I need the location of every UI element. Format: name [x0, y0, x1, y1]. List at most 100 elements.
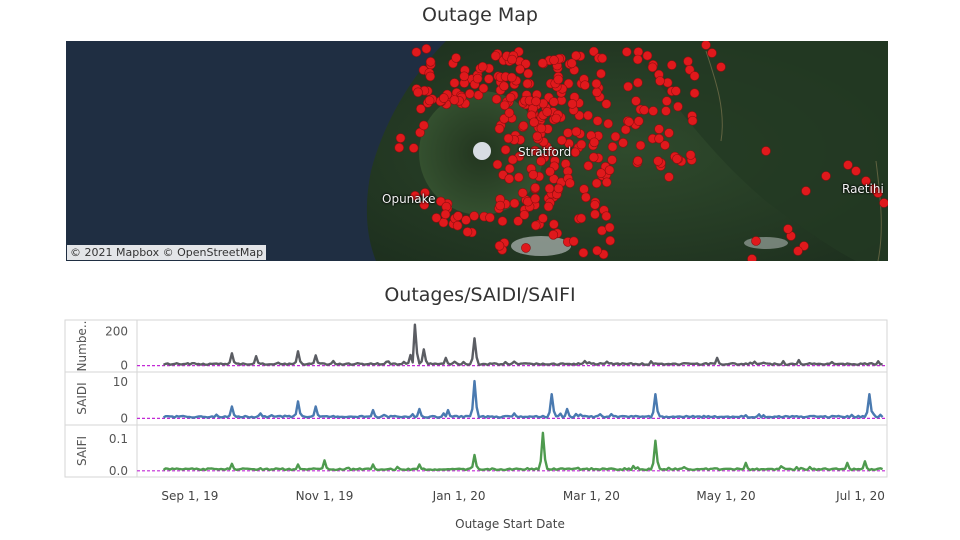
- outage-marker: [522, 78, 533, 89]
- outage-marker: [461, 215, 471, 225]
- outage-marker: [549, 55, 559, 65]
- outage-marker: [761, 146, 771, 156]
- outage-marker: [395, 133, 406, 143]
- outage-marker: [424, 95, 435, 106]
- data-point: [473, 336, 477, 340]
- outage-marker: [517, 188, 528, 198]
- outage-marker: [504, 108, 515, 118]
- road: [705, 50, 723, 142]
- outage-marker: [504, 174, 515, 184]
- outage-marker: [687, 115, 698, 126]
- outage-marker: [563, 78, 574, 89]
- outage-marker: [431, 213, 442, 223]
- outage-marker: [603, 118, 614, 129]
- map-canvas[interactable]: [66, 41, 888, 261]
- outage-marker: [597, 53, 608, 64]
- outage-marker: [610, 131, 621, 142]
- outage-marker: [478, 83, 489, 94]
- y-tick-label: 0: [120, 411, 128, 425]
- outage-marker: [576, 213, 587, 224]
- data-point: [876, 359, 880, 363]
- outage-marker: [490, 51, 501, 61]
- cloud: [511, 236, 571, 256]
- outage-map[interactable]: Stratford Opunake Raetihi © 2021 Mapbox …: [66, 41, 888, 261]
- map-label-stratford: Stratford: [518, 145, 572, 159]
- data-point: [230, 405, 234, 409]
- outage-marker: [633, 156, 643, 166]
- data-point: [473, 379, 477, 383]
- outage-marker: [549, 219, 559, 230]
- outage-marker: [843, 160, 853, 170]
- outage-marker: [515, 64, 525, 75]
- outage-marker: [415, 104, 426, 114]
- outage-marker: [591, 178, 602, 189]
- outage-marker: [683, 56, 693, 67]
- outage-marker: [492, 159, 503, 170]
- outage-marker: [716, 62, 726, 72]
- outage-marker: [553, 74, 564, 85]
- outage-marker: [483, 74, 494, 84]
- outage-marker: [571, 126, 582, 137]
- data-point: [797, 358, 801, 362]
- map-attribution[interactable]: © 2021 Mapbox © OpenStreetMap: [67, 245, 267, 260]
- outage-marker: [538, 213, 548, 224]
- outage-marker: [571, 50, 581, 61]
- outage-marker: [542, 107, 553, 117]
- data-point: [417, 463, 421, 467]
- data-point: [863, 459, 867, 463]
- outage-marker: [801, 186, 811, 196]
- outage-marker: [623, 81, 633, 92]
- chart-frame: [64, 319, 888, 478]
- outage-marker: [504, 163, 515, 174]
- outage-marker: [879, 198, 888, 208]
- outage-marker: [536, 123, 547, 134]
- outage-marker: [421, 44, 432, 54]
- road: [875, 160, 882, 261]
- y-tick-label: 0: [120, 359, 128, 373]
- outage-marker: [596, 168, 606, 178]
- outage-marker: [591, 87, 602, 98]
- outage-marker: [655, 76, 665, 86]
- x-tick-label: Mar 1, 20: [563, 489, 620, 503]
- outage-marker: [689, 88, 700, 99]
- outage-marker: [499, 81, 509, 92]
- outage-marker: [449, 95, 460, 105]
- x-tick-label: Sep 1, 19: [161, 489, 218, 503]
- outage-marker: [536, 156, 546, 166]
- outage-marker: [592, 245, 602, 256]
- outage-marker: [596, 68, 606, 79]
- outage-marker: [661, 106, 671, 116]
- outage-marker: [513, 172, 524, 183]
- data-point: [314, 353, 318, 357]
- outages-saidi-saifi-chart[interactable]: Numbe.. 200 0 SAIDI 10 0 SAIFI 0.1 0.0 Sep 1, 19 N…: [0, 310, 960, 540]
- data-point: [296, 463, 300, 467]
- outage-marker: [411, 47, 422, 57]
- outage-marker: [462, 227, 473, 237]
- data-point: [715, 356, 719, 360]
- data-point: [314, 405, 318, 409]
- y-tick-label: 200: [105, 325, 128, 339]
- data-point: [653, 392, 657, 396]
- data-point: [230, 351, 234, 355]
- outage-marker: [570, 147, 581, 158]
- outage-marker: [497, 216, 508, 226]
- outage-marker: [523, 68, 534, 79]
- outage-marker: [701, 41, 711, 50]
- outage-marker: [661, 96, 672, 106]
- outage-marker: [565, 178, 575, 188]
- outage-marker: [671, 86, 681, 96]
- outage-marker: [485, 212, 495, 223]
- outage-marker: [452, 220, 463, 231]
- outage-marker: [578, 248, 589, 258]
- outage-marker: [440, 209, 451, 220]
- outage-marker: [588, 46, 599, 57]
- outage-marker: [425, 71, 436, 82]
- outage-marker: [579, 184, 589, 194]
- outage-marker: [551, 113, 561, 124]
- outage-marker: [518, 121, 529, 131]
- y-tick-label: 0.0: [109, 464, 128, 478]
- y-tick-label: 10: [113, 375, 128, 389]
- outage-marker: [783, 224, 793, 234]
- outage-marker: [553, 183, 564, 194]
- y-axis-label: SAIFI: [75, 436, 89, 466]
